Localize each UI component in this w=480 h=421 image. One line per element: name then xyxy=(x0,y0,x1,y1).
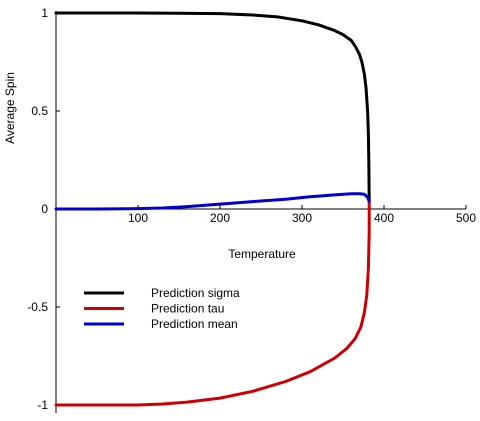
y-tick-label: 0.5 xyxy=(31,104,48,118)
tick-labels: 100 200 300 400 500 1 0.5 0 -0.5 -1 xyxy=(27,6,476,412)
y-tick-label: -0.5 xyxy=(27,300,48,314)
x-tick-label: 400 xyxy=(374,211,394,225)
series-lines xyxy=(54,11,371,407)
legend-label-prediction-sigma: Prediction sigma xyxy=(151,286,240,300)
x-tick-label: 500 xyxy=(456,211,476,225)
x-tick-label: 100 xyxy=(128,211,148,225)
legend-label-prediction-tau: Prediction tau xyxy=(151,302,224,316)
axes xyxy=(55,11,467,413)
y-tick-label: 0 xyxy=(41,202,48,216)
y-tick-label: -1 xyxy=(37,398,48,412)
series-line-prediction-mean xyxy=(54,192,371,211)
x-axis-title: Temperature xyxy=(228,247,296,261)
y-axis-title: Average Spin xyxy=(3,72,17,144)
y-tick-label: 1 xyxy=(41,6,48,20)
series-line-prediction-sigma xyxy=(54,11,371,203)
legend: Prediction sigma Prediction tauPrediction… xyxy=(84,286,240,331)
x-tick-label: 300 xyxy=(292,211,312,225)
series-line-prediction-tau xyxy=(54,199,371,407)
x-tick-label: 200 xyxy=(210,211,230,225)
legend-label-prediction-mean: Prediction mean xyxy=(151,317,238,331)
